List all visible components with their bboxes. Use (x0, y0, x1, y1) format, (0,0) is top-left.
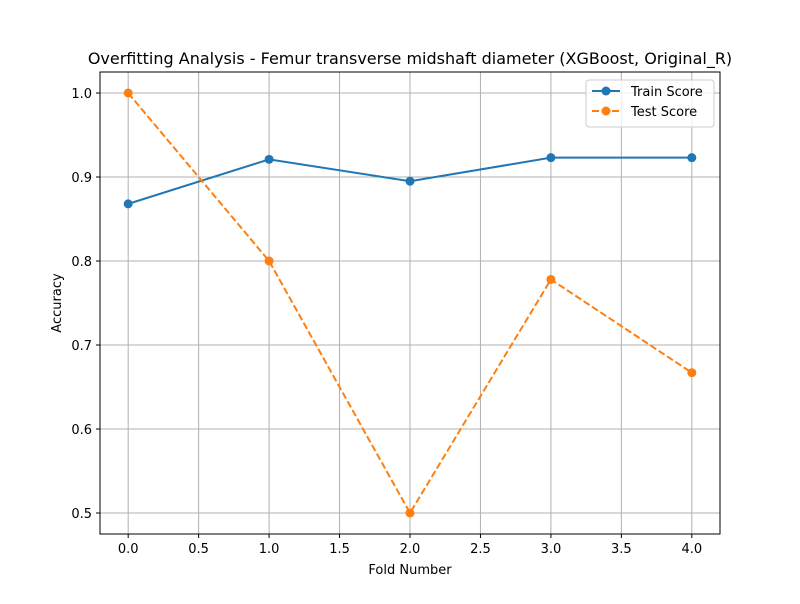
legend-entry-test: Test Score (592, 105, 697, 120)
legend-entry-train: Train Score (592, 85, 703, 100)
legend-label-test: Test Score (630, 105, 697, 120)
x-tick-label: 1.0 (259, 542, 280, 557)
x-tick-label: 3.0 (541, 542, 562, 557)
series-layer (123, 88, 697, 518)
data-point-test-score (123, 88, 133, 98)
data-point-test-score (546, 274, 556, 284)
x-tick-label: 3.5 (611, 542, 632, 557)
x-tick-label: 0.0 (118, 542, 139, 557)
x-tick-label: 2.0 (400, 542, 421, 557)
x-axis-ticks: 0.0 0.5 1.0 1.5 2.0 2.5 3.0 3.5 4.0 (118, 534, 702, 557)
data-point-train-score (405, 176, 415, 186)
y-axis-label: Accuracy (50, 273, 65, 333)
data-point-test-score (405, 508, 415, 518)
data-point-train-score (546, 153, 556, 163)
data-point-train-score (123, 199, 133, 209)
legend-label-train: Train Score (630, 85, 703, 100)
y-tick-label: 1.0 (71, 87, 92, 102)
plot-area-frame (99, 71, 721, 535)
legend-marker-test (601, 106, 611, 116)
y-tick-label: 0.9 (71, 171, 92, 186)
data-point-test-score (264, 256, 274, 266)
data-point-train-score (264, 154, 274, 164)
y-tick-label: 0.8 (71, 255, 92, 270)
data-point-train-score (687, 153, 697, 163)
y-tick-label: 0.5 (71, 507, 92, 522)
legend-marker-train (601, 86, 611, 96)
chart-title: Overfitting Analysis - Femur transverse … (88, 49, 732, 69)
x-tick-label: 0.5 (188, 542, 209, 557)
y-tick-label: 0.6 (71, 423, 92, 438)
x-axis-label: Fold Number (368, 563, 452, 578)
x-tick-label: 4.0 (681, 542, 702, 557)
series-line-test-score (127, 92, 693, 515)
x-tick-label: 1.5 (329, 542, 350, 557)
y-axis-ticks: 0.5 0.6 0.7 0.8 0.9 1.0 (71, 87, 100, 522)
legend: Train Score Test Score (585, 79, 715, 128)
x-tick-label: 2.5 (470, 542, 491, 557)
y-tick-label: 0.7 (71, 339, 92, 354)
data-point-test-score (687, 368, 697, 378)
